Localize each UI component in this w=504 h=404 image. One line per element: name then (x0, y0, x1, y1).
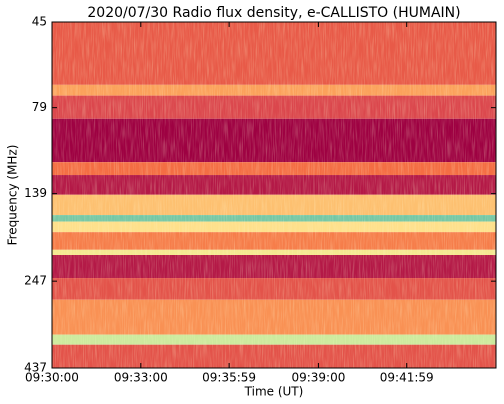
y-tick-label: 247 (24, 274, 47, 288)
x-tick-label: 09:35:59 (202, 371, 256, 385)
y-tick-label: 437 (24, 361, 47, 375)
x-axis-label: Time (UT) (244, 385, 304, 399)
x-tick-label: 09:33:00 (114, 371, 168, 385)
texture (52, 22, 496, 368)
chart-title: 2020/07/30 Radio flux density, e-CALLIST… (87, 5, 460, 21)
x-tick-label: 09:39:00 (291, 371, 345, 385)
y-tick-label: 79 (32, 100, 47, 114)
x-tick-label: 09:30:00 (25, 371, 79, 385)
x-tick-label: 09:41:59 (380, 371, 434, 385)
y-axis-label: Frequency (MHz) (6, 145, 20, 246)
plot-frame (51, 21, 497, 369)
y-tick-label: 45 (32, 15, 47, 29)
y-tick-label: 139 (24, 186, 47, 200)
